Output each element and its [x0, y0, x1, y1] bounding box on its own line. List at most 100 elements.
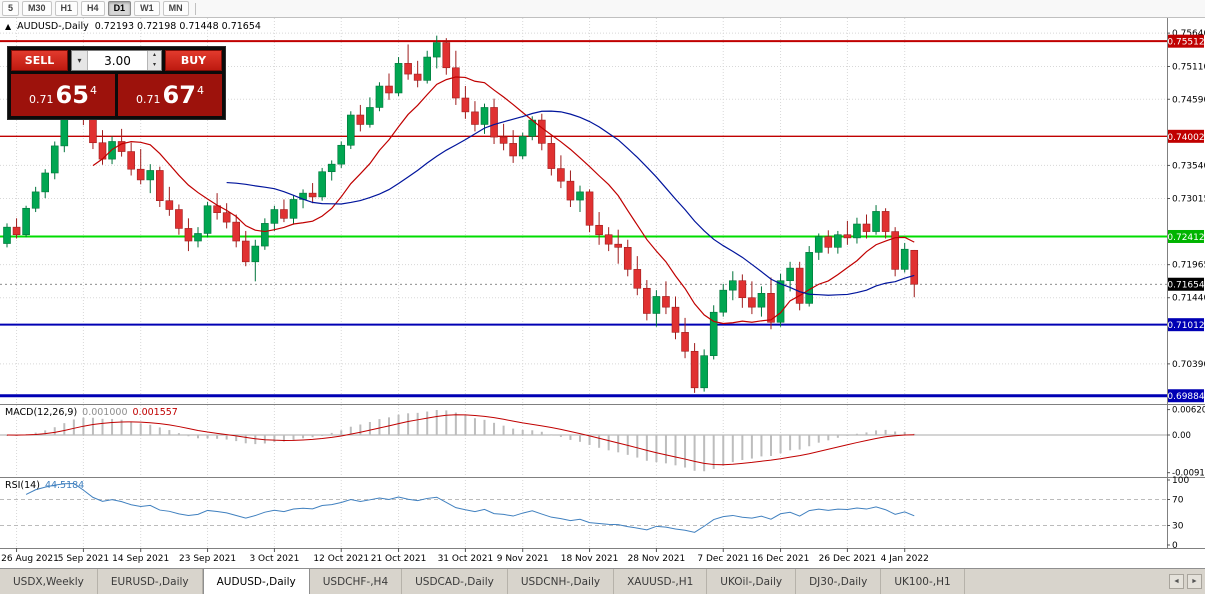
chevron-down-icon: ▾ [152, 61, 156, 68]
chart-tab-usdchf-h4[interactable]: USDCHF-,H4 [310, 569, 403, 594]
chevron-up-icon: ▴ [152, 52, 156, 59]
svg-text:0.69884: 0.69884 [1167, 392, 1204, 402]
tab-scroll-right-button[interactable]: ► [1187, 574, 1202, 589]
timeframe-button-w1[interactable]: W1 [134, 1, 160, 16]
chart-title: ▲ AUDUSD-,Daily 0.72193 0.72198 0.71448 … [5, 21, 261, 32]
macd-signal-value: 0.001557 [132, 407, 178, 418]
timeframe-button-m30[interactable]: M30 [22, 1, 52, 16]
chart-tab-audusd-daily[interactable]: AUDUSD-,Daily [202, 569, 310, 594]
svg-text:0.73015: 0.73015 [1172, 194, 1205, 204]
macd-indicator-label: MACD(12,26,9) 0.001000 0.001557 [5, 407, 178, 418]
ma-slow-line [226, 110, 915, 296]
rsi-indicator-label: RSI(14) 44.5184 [5, 480, 84, 491]
svg-text:3 Oct 2021: 3 Oct 2021 [249, 554, 299, 564]
buy-button[interactable]: BUY [165, 50, 222, 71]
svg-text:100: 100 [1172, 476, 1189, 486]
volume-decrease-button[interactable]: ▾ [148, 60, 161, 70]
chart-tab-xauusd-h1[interactable]: XAUUSD-,H1 [614, 569, 708, 594]
sell-button[interactable]: SELL [11, 50, 68, 71]
buy-price-big: 67 [162, 81, 196, 109]
svg-text:0: 0 [1172, 541, 1178, 551]
svg-text:16 Dec 2021: 16 Dec 2021 [752, 554, 810, 564]
chart-tab-usdx-weekly[interactable]: USDX,Weekly [0, 569, 98, 594]
volume-input[interactable]: 3.00 [104, 53, 131, 68]
chart-tab-dj30-daily[interactable]: DJ30-,Daily [796, 569, 882, 594]
buy-price-base: 0.71 [136, 93, 161, 106]
timeframe-toolbar: 5 M30 H1 H4 D1 W1 MN [0, 0, 1205, 18]
candles [3, 35, 919, 393]
sell-price-big: 65 [55, 81, 89, 109]
macd-name: MACD(12,26,9) [5, 407, 78, 418]
svg-text:70: 70 [1172, 496, 1184, 506]
svg-text:5 Sep 2021: 5 Sep 2021 [58, 554, 109, 564]
sell-price-base: 0.71 [29, 93, 54, 106]
chart-tab-uk100-h1[interactable]: UK100-,H1 [881, 569, 965, 594]
toolbar-divider [194, 2, 196, 15]
chart-tab-usdcad-daily[interactable]: USDCAD-,Daily [402, 569, 508, 594]
volume-dropdown-button[interactable]: ▾ [72, 51, 88, 70]
one-click-trading-panel: SELL ▾ 3.00 ▴ ▾ BUY 0.71 65 4 [7, 46, 226, 120]
tab-scroll-left-button[interactable]: ◄ [1169, 574, 1184, 589]
chart-ohlc-values: 0.72193 0.72198 0.71448 0.71654 [94, 21, 261, 32]
svg-text:0.72412: 0.72412 [1167, 233, 1204, 243]
rsi-level-lines [0, 499, 1167, 526]
rsi-line [25, 482, 915, 533]
scroll-right-icon: ► [1191, 578, 1198, 585]
chart-symbol: AUDUSD-,Daily [17, 21, 89, 32]
scroll-left-icon: ◄ [1173, 578, 1180, 585]
volume-field: ▾ 3.00 ▴ ▾ [71, 50, 162, 71]
rsi-axis[interactable]: 100 70 30 0 [1167, 476, 1189, 551]
svg-text:0.71012: 0.71012 [1167, 321, 1204, 331]
rsi-value: 44.5184 [44, 480, 85, 491]
chart-tab-usdcnh-daily[interactable]: USDCNH-,Daily [508, 569, 615, 594]
svg-text:9 Nov 2021: 9 Nov 2021 [497, 554, 549, 564]
chart-tabs: USDX,Weekly EURUSD-,Daily AUDUSD-,Daily USD… [0, 569, 965, 594]
ma-fast-line [92, 76, 915, 325]
svg-text:21 Oct 2021: 21 Oct 2021 [371, 554, 427, 564]
macd-main-value: 0.001000 [82, 407, 128, 418]
timeframe-button-mn[interactable]: MN [162, 1, 189, 16]
macd-signal-line [6, 414, 915, 466]
tab-scroll-controls: ◄ ► [1169, 569, 1202, 594]
volume-increase-button[interactable]: ▴ [148, 51, 161, 61]
timeframe-button-5[interactable]: 5 [2, 1, 20, 16]
svg-text:0.75512: 0.75512 [1167, 38, 1204, 48]
sell-price-pip: 4 [89, 84, 97, 97]
svg-text:26 Dec 2021: 26 Dec 2021 [819, 554, 877, 564]
svg-text:4 Jan 2022: 4 Jan 2022 [881, 554, 929, 564]
svg-text:26 Aug 2021: 26 Aug 2021 [1, 554, 59, 564]
svg-text:18 Nov 2021: 18 Nov 2021 [561, 554, 619, 564]
grid-lines [0, 18, 1167, 548]
macd-histogram [6, 410, 916, 472]
timeframe-button-d1[interactable]: D1 [107, 1, 132, 16]
buy-price-pip: 4 [196, 84, 204, 97]
buy-price-display[interactable]: 0.71 67 4 [118, 74, 222, 116]
macd-axis[interactable]: 0.0062010 0.00 -0.0091910 [1167, 406, 1205, 479]
svg-text:23 Sep 2021: 23 Sep 2021 [179, 554, 236, 564]
chart-tab-bar: USDX,Weekly EURUSD-,Daily AUDUSD-,Daily USD… [0, 568, 1205, 594]
svg-text:0.71654: 0.71654 [1167, 281, 1204, 291]
svg-text:0.74002: 0.74002 [1167, 133, 1204, 143]
timeframe-button-h4[interactable]: H4 [81, 1, 105, 16]
chart-icon: ▲ [5, 21, 12, 31]
rsi-name: RSI(14) [5, 480, 40, 491]
svg-text:28 Nov 2021: 28 Nov 2021 [628, 554, 686, 564]
timeframe-button-h1[interactable]: H1 [54, 1, 79, 16]
svg-text:7 Dec 2021: 7 Dec 2021 [697, 554, 749, 564]
svg-text:0.71965: 0.71965 [1172, 261, 1205, 271]
chart-tab-ukoil-daily[interactable]: UKOil-,Daily [707, 569, 797, 594]
panel-separators [0, 18, 1205, 549]
svg-text:0.0062010: 0.0062010 [1172, 406, 1205, 416]
sell-price-display[interactable]: 0.71 65 4 [11, 74, 115, 116]
chart-tab-eurusd-daily[interactable]: EURUSD-,Daily [98, 569, 203, 594]
svg-text:14 Sep 2021: 14 Sep 2021 [112, 554, 169, 564]
